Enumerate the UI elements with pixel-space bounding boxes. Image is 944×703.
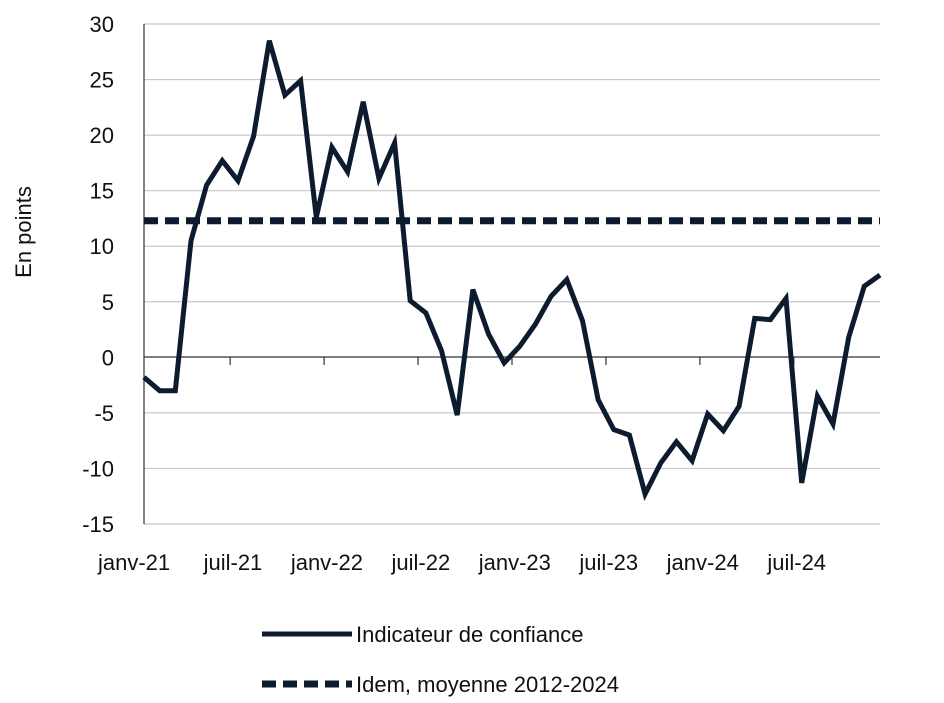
x-tick-label: janv-21 <box>97 550 170 575</box>
y-tick-label: 10 <box>90 234 114 259</box>
legend-label-moyenne: Idem, moyenne 2012-2024 <box>356 672 619 697</box>
x-tick-label: juil-22 <box>391 550 451 575</box>
legend: Indicateur de confiance Idem, moyenne 20… <box>262 622 619 697</box>
y-axis-title: En points <box>11 186 36 278</box>
series-lines <box>142 40 882 501</box>
y-tick-label: -15 <box>82 512 114 537</box>
grid-lines <box>144 23 880 525</box>
x-tick-label: juil-23 <box>578 550 638 575</box>
y-tick-label: 0 <box>102 345 114 370</box>
y-tick-label: 20 <box>90 123 114 148</box>
x-tick-label: juil-24 <box>766 550 826 575</box>
legend-label-indicateur: Indicateur de confiance <box>356 622 584 647</box>
y-tick-label: 30 <box>90 12 114 37</box>
y-tick-label: 25 <box>90 68 114 93</box>
y-axis: 30 25 20 15 10 5 0 -5 -10 -15 <box>82 12 145 537</box>
y-tick-label: -5 <box>94 401 114 426</box>
y-tick-label: 5 <box>102 290 114 315</box>
x-tick-label: janv-22 <box>290 550 363 575</box>
x-tick-label: juil-21 <box>203 550 263 575</box>
x-tick-label: janv-24 <box>666 550 739 575</box>
y-tick-label: -10 <box>82 456 114 481</box>
x-tick-label: janv-23 <box>478 550 551 575</box>
y-tick-label: 15 <box>90 179 114 204</box>
series-line-indicateur <box>142 40 882 501</box>
x-axis: janv-21 juil-21 janv-22 juil-22 janv-23 juil-… <box>97 356 880 575</box>
